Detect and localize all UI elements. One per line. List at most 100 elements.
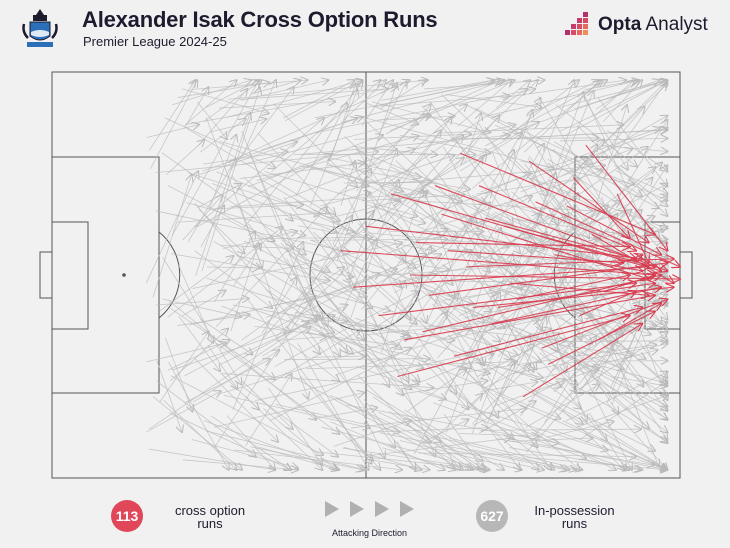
in-possession-run-arrow — [584, 80, 638, 91]
in-possession-run-arrow — [361, 116, 476, 223]
in-possession-run-arrow — [398, 253, 484, 365]
in-possession-run-arrow — [194, 358, 278, 442]
in-possession-run-arrow — [526, 456, 668, 470]
in-possession-run-arrow — [576, 125, 668, 216]
in-possession-run-arrow — [419, 419, 468, 444]
in-possession-run-arrow — [347, 198, 410, 320]
in-possession-run-arrow — [214, 231, 255, 303]
in-possession-run-arrow — [152, 175, 191, 298]
in-possession-run-arrow — [236, 255, 353, 277]
cross-option-run-arrow — [528, 160, 648, 242]
in-possession-run-arrow — [329, 201, 400, 219]
in-possession-run-arrow — [148, 80, 195, 151]
in-possession-run-arrow — [405, 416, 480, 470]
in-possession-run-arrow — [544, 336, 596, 423]
in-possession-run-arrow — [529, 156, 593, 259]
in-possession-run-arrow — [396, 440, 416, 470]
in-possession-run-arrow — [524, 80, 600, 153]
in-possession-runs — [145, 80, 668, 470]
in-possession-run-arrow — [615, 170, 667, 193]
in-possession-run-arrow — [333, 420, 411, 447]
in-possession-run-arrow — [559, 138, 667, 141]
cross-option-run-arrow — [485, 217, 636, 259]
in-possession-run-arrow — [192, 243, 402, 290]
in-possession-run-arrow — [168, 299, 316, 420]
in-possession-run-arrow — [539, 352, 578, 385]
in-possession-run-arrow — [373, 80, 494, 108]
in-possession-run-arrow — [284, 359, 430, 360]
in-possession-run-arrow — [168, 362, 229, 470]
in-possession-run-arrow — [248, 223, 347, 353]
cross-option-run-arrow — [604, 275, 655, 292]
in-possession-run-arrow — [613, 376, 667, 387]
in-possession-run-arrow — [350, 180, 399, 318]
in-possession-run-arrow — [330, 421, 444, 470]
in-possession-legend-label: In-possession runs — [534, 503, 615, 531]
in-possession-run-arrow — [541, 291, 632, 469]
in-possession-run-arrow — [309, 90, 357, 207]
in-possession-run-arrow — [146, 391, 220, 433]
in-possession-run-arrow — [286, 258, 340, 356]
in-possession-run-arrow — [460, 365, 537, 447]
in-possession-run-arrow — [440, 320, 540, 341]
in-possession-run-arrow — [313, 231, 416, 324]
in-possession-run-arrow — [315, 89, 535, 134]
in-possession-run-arrow — [254, 354, 472, 402]
in-possession-run-arrow — [352, 145, 437, 155]
cross-option-run-arrow — [459, 152, 655, 234]
in-possession-run-arrow — [581, 163, 662, 236]
in-possession-run-arrow — [412, 349, 469, 410]
cross-option-run-arrow — [441, 213, 648, 279]
in-possession-run-arrow — [274, 291, 419, 367]
in-possession-run-arrow — [208, 135, 236, 210]
in-possession-run-arrow — [498, 336, 541, 362]
in-possession-run-arrow — [162, 257, 242, 384]
in-possession-run-arrow — [448, 437, 582, 470]
in-possession-run-arrow — [370, 428, 488, 433]
in-possession-run-arrow — [159, 256, 233, 312]
in-possession-run-arrow — [608, 80, 668, 165]
cross-option-run-arrow — [378, 283, 636, 317]
cross-option-count-badge: 113 — [111, 500, 143, 532]
in-possession-run-arrow — [239, 89, 388, 100]
in-possession-run-arrow — [559, 80, 667, 132]
in-possession-run-arrow — [361, 100, 418, 124]
in-possession-run-arrow — [580, 381, 668, 440]
in-possession-run-arrow — [219, 140, 403, 191]
in-possession-run-arrow — [220, 373, 434, 387]
in-possession-run-arrow — [604, 165, 668, 262]
cross-option-run-arrow — [478, 185, 636, 251]
in-possession-run-arrow — [312, 356, 365, 357]
in-possession-run-arrow — [421, 105, 563, 253]
in-possession-run-arrow — [452, 303, 624, 370]
attacking-direction-label: Attacking Direction — [331, 528, 408, 538]
in-possession-run-arrow — [407, 369, 466, 412]
in-possession-run-arrow — [429, 100, 513, 225]
in-possession-run-arrow — [280, 242, 364, 340]
in-possession-run-arrow — [354, 134, 471, 140]
cross-option-run-arrow — [434, 185, 667, 271]
in-possession-run-arrow — [379, 432, 566, 470]
in-possession-run-arrow — [258, 446, 338, 470]
in-possession-run-arrow — [520, 288, 596, 317]
in-possession-run-arrow — [610, 336, 668, 383]
in-possession-run-arrow — [343, 182, 432, 183]
in-possession-run-arrow — [146, 125, 199, 138]
in-possession-run-arrow — [254, 325, 397, 345]
in-possession-run-arrow — [164, 337, 192, 412]
in-possession-run-arrow — [233, 244, 261, 287]
in-possession-run-arrow — [551, 429, 668, 470]
cross-option-run-arrow — [416, 243, 630, 247]
in-possession-run-arrow — [295, 103, 347, 197]
in-possession-run-arrow — [597, 97, 668, 187]
in-possession-run-arrow — [197, 101, 227, 139]
in-possession-run-arrow — [472, 80, 602, 189]
in-possession-run-arrow — [312, 113, 429, 218]
cross-option-run-arrow — [365, 225, 642, 258]
in-possession-run-arrow — [358, 375, 454, 469]
in-possession-run-arrow — [177, 83, 270, 98]
in-possession-run-arrow — [480, 382, 537, 392]
cross-option-run-arrow — [541, 299, 668, 349]
in-possession-run-arrow — [410, 294, 459, 350]
in-possession-run-arrow — [232, 304, 408, 334]
